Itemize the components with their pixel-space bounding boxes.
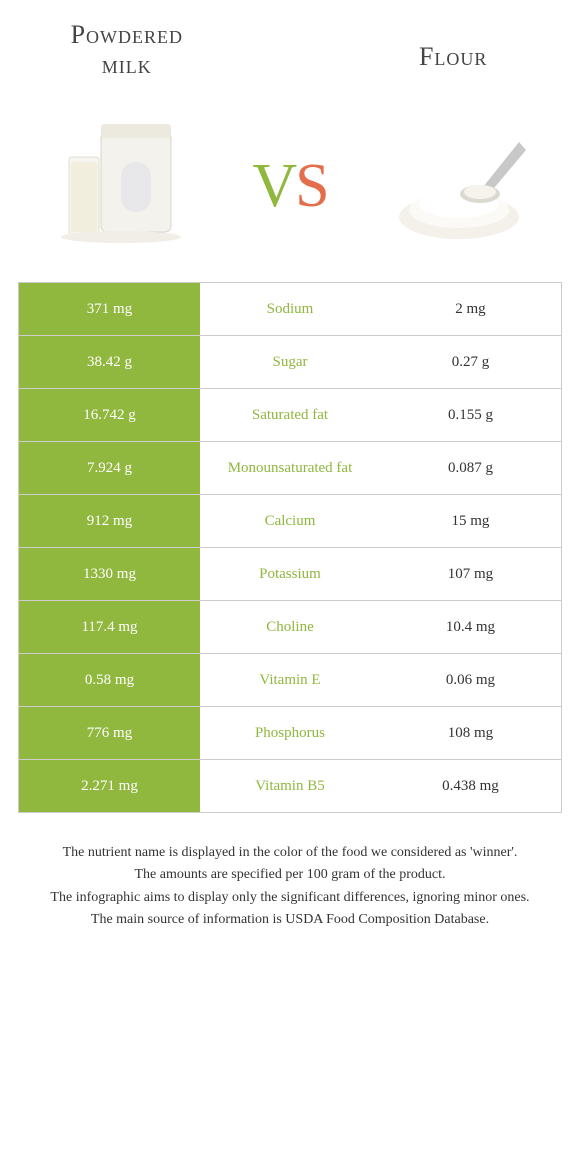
table-row: 7.924 gMonounsaturated fat0.087 g <box>19 442 561 495</box>
nutrient-name-cell: Vitamin E <box>200 654 380 706</box>
nutrient-name-cell: Choline <box>200 601 380 653</box>
left-value-cell: 776 mg <box>19 707 200 759</box>
image-row: vs <box>18 92 562 262</box>
right-food-image <box>355 97 562 257</box>
table-row: 776 mgPhosphorus108 mg <box>19 707 561 760</box>
header: Powdered milk Flour <box>18 20 562 80</box>
nutrient-name-cell: Monounsaturated fat <box>200 442 380 494</box>
left-value-cell: 16.742 g <box>19 389 200 441</box>
left-value-cell: 2.271 mg <box>19 760 200 812</box>
footer-line-4: The main source of information is USDA F… <box>24 910 556 930</box>
right-value-cell: 108 mg <box>380 707 561 759</box>
right-value-cell: 0.438 mg <box>380 760 561 812</box>
table-row: 38.42 gSugar0.27 g <box>19 336 561 389</box>
right-value-cell: 107 mg <box>380 548 561 600</box>
milk-illustration-icon <box>46 102 196 252</box>
left-value-cell: 0.58 mg <box>19 654 200 706</box>
nutrient-name-cell: Potassium <box>200 548 380 600</box>
left-value-cell: 38.42 g <box>19 336 200 388</box>
footer-notes: The nutrient name is displayed in the co… <box>18 843 562 930</box>
table-row: 1330 mgPotassium107 mg <box>19 548 561 601</box>
left-title-line1: Powdered <box>71 20 183 49</box>
vs-v-letter: v <box>252 129 295 226</box>
left-value-cell: 117.4 mg <box>19 601 200 653</box>
nutrient-name-cell: Saturated fat <box>200 389 380 441</box>
left-title-line2: milk <box>102 50 152 79</box>
right-value-cell: 0.06 mg <box>380 654 561 706</box>
left-value-cell: 1330 mg <box>19 548 200 600</box>
footer-line-2: The amounts are specified per 100 gram o… <box>24 865 556 885</box>
nutrient-name-cell: Vitamin B5 <box>200 760 380 812</box>
right-food-title: Flour <box>344 20 562 72</box>
table-row: 117.4 mgCholine10.4 mg <box>19 601 561 654</box>
left-value-cell: 912 mg <box>19 495 200 547</box>
left-food-image <box>18 97 225 257</box>
right-value-cell: 0.087 g <box>380 442 561 494</box>
vs-s-letter: s <box>295 129 327 226</box>
footer-line-1: The nutrient name is displayed in the co… <box>24 843 556 863</box>
nutrient-name-cell: Calcium <box>200 495 380 547</box>
left-food-title: Powdered milk <box>18 20 236 80</box>
right-value-cell: 0.155 g <box>380 389 561 441</box>
table-row: 912 mgCalcium15 mg <box>19 495 561 548</box>
table-row: 0.58 mgVitamin E0.06 mg <box>19 654 561 707</box>
flour-illustration-icon <box>384 102 534 252</box>
table-row: 371 mgSodium2 mg <box>19 283 561 336</box>
right-value-cell: 0.27 g <box>380 336 561 388</box>
table-row: 16.742 gSaturated fat0.155 g <box>19 389 561 442</box>
footer-line-3: The infographic aims to display only the… <box>24 888 556 908</box>
comparison-table: 371 mgSodium2 mg38.42 gSugar0.27 g16.742… <box>18 282 562 813</box>
right-value-cell: 2 mg <box>380 283 561 335</box>
nutrient-name-cell: Sugar <box>200 336 380 388</box>
left-value-cell: 7.924 g <box>19 442 200 494</box>
nutrient-name-cell: Sodium <box>200 283 380 335</box>
nutrient-name-cell: Phosphorus <box>200 707 380 759</box>
table-row: 2.271 mgVitamin B50.438 mg <box>19 760 561 813</box>
right-value-cell: 10.4 mg <box>380 601 561 653</box>
right-value-cell: 15 mg <box>380 495 561 547</box>
vs-label: vs <box>252 127 327 228</box>
left-value-cell: 371 mg <box>19 283 200 335</box>
